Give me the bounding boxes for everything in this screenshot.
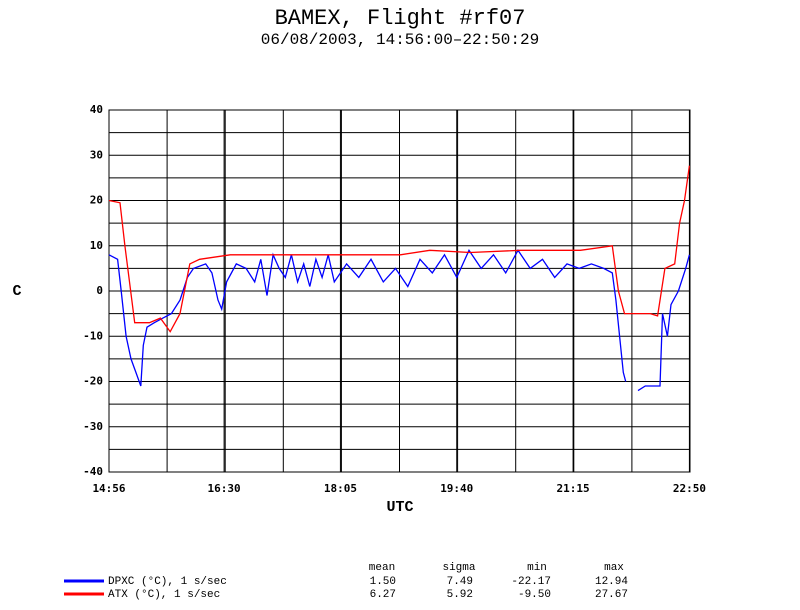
stats-header: mean: [369, 562, 395, 574]
stats-value: 1.50: [370, 576, 396, 588]
y-tick-label: -40: [83, 465, 103, 478]
x-tick-label: 21:15: [557, 482, 590, 495]
y-tick-label: 20: [90, 194, 103, 207]
y-tick-label: -10: [83, 329, 103, 342]
chart-title: BAMEX, Flight #rf07: [275, 6, 526, 31]
stats-value: 7.49: [447, 576, 473, 588]
y-tick-label: 0: [96, 284, 103, 297]
stats-value: -9.50: [518, 589, 551, 601]
x-tick-label: 22:50: [673, 482, 706, 495]
stats-header: sigma: [442, 562, 475, 574]
legend-label: ATX (°C), 1 s/sec: [108, 589, 220, 601]
data-line: [108, 165, 691, 333]
x-tick-label: 19:40: [440, 482, 473, 495]
y-axis-label: C: [12, 283, 21, 300]
x-tick-label: 16:30: [208, 482, 241, 495]
chart-subtitle: 06/08/2003, 14:56:00–22:50:29: [261, 31, 539, 49]
stats-value: 12.94: [595, 576, 628, 588]
stats-header: max: [604, 562, 624, 574]
data-line: [108, 248, 691, 392]
legend-label: DPXC (°C), 1 s/sec: [108, 576, 227, 588]
y-tick-label: -20: [83, 375, 103, 388]
y-tick-label: 40: [90, 103, 103, 116]
stats-value: 6.27: [370, 589, 396, 601]
x-tick-label: 18:05: [324, 482, 357, 495]
stats-value: -22.17: [511, 576, 551, 588]
stats-header: min: [527, 562, 547, 574]
y-tick-label: 10: [90, 239, 103, 252]
x-tick-label: 14:56: [92, 482, 125, 495]
y-tick-label: 30: [90, 148, 103, 161]
plot-frame: [108, 109, 691, 473]
stats-value: 5.92: [447, 589, 473, 601]
y-tick-label: -30: [83, 420, 103, 433]
x-axis-label: UTC: [386, 499, 413, 516]
stats-value: 27.67: [595, 589, 628, 601]
